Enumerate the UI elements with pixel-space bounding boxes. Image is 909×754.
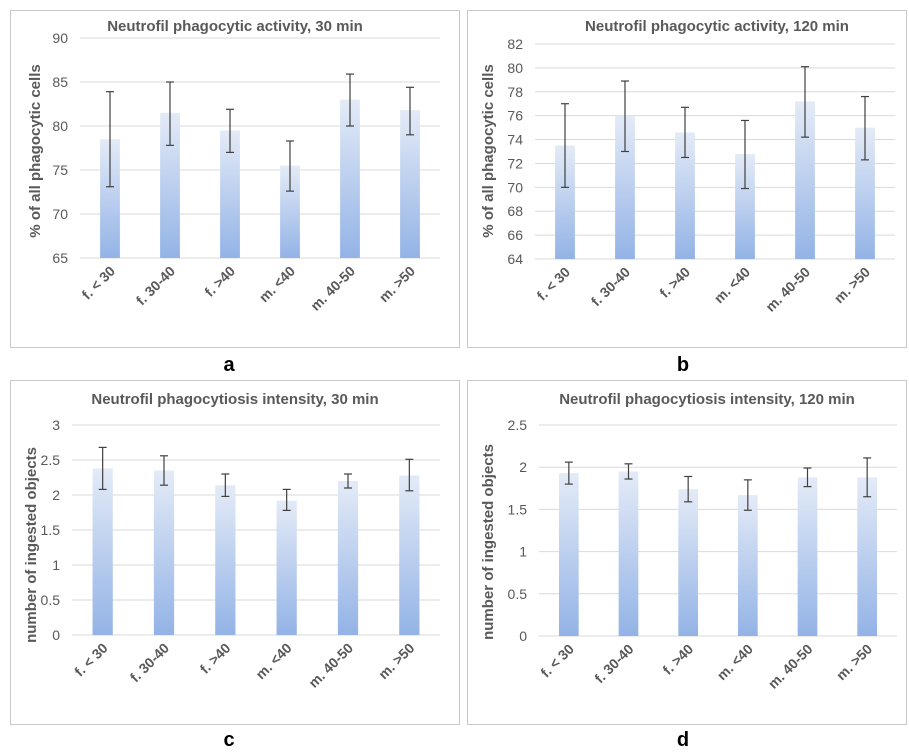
chart-b-y-tick-label: 70 <box>507 179 523 195</box>
chart-b-y-tick-label: 80 <box>507 60 523 76</box>
chart-d-error-bar <box>684 475 693 503</box>
chart-a-error-bar <box>226 108 234 153</box>
chart-d-bar <box>797 477 818 636</box>
chart-b-y-tick-label: 64 <box>507 251 523 267</box>
chart-b-bar <box>795 101 815 259</box>
chart-b-bar <box>675 132 695 259</box>
chart-b-y-tick-label: 82 <box>507 36 523 52</box>
chart-c-error-bar <box>221 473 230 498</box>
chart-a-svg: Neutrofil phagocytic activity, 30 min % … <box>10 10 460 348</box>
panel-letter-d: d <box>676 729 690 751</box>
chart-b-bar <box>615 115 635 260</box>
chart-b-error-bar <box>561 103 569 188</box>
chart-c-bar <box>153 470 175 635</box>
chart-b-y-tick-label: 68 <box>507 203 523 219</box>
chart-a-bar <box>160 112 180 258</box>
chart-d-error-bar <box>803 467 812 488</box>
chart-panel-d: Neutrofil phagocytiosis intensity, 120 m… <box>467 380 907 725</box>
chart-c-bar <box>399 475 420 635</box>
chart-panel-c: Neutrofil phagocytiosis intensity, 30 mi… <box>10 380 460 725</box>
chart-b-y-tick-label: 78 <box>507 84 523 100</box>
chart-a-bar <box>100 139 120 258</box>
chart-panel-a: Neutrofil phagocytic activity, 30 min % … <box>10 10 460 348</box>
chart-d-y-tick-label: 2 <box>519 459 527 475</box>
chart-b-y-tick-label: 66 <box>507 227 523 243</box>
chart-d-y-tick-label: 0.5 <box>508 586 528 602</box>
chart-c-bar <box>215 485 236 635</box>
chart-a-error-bar <box>106 91 114 188</box>
chart-d-y-tick-label: 1.5 <box>508 501 528 517</box>
chart-c-y-tick-label: 0 <box>52 627 60 643</box>
chart-c-title: Neutrofil phagocytiosis intensity, 30 mi… <box>91 391 378 408</box>
panel-letter-a: a <box>223 354 235 376</box>
chart-b-bar <box>555 145 575 259</box>
chart-c-bar <box>276 500 297 635</box>
chart-b-y-tick-label: 72 <box>507 155 523 171</box>
chart-d-bar <box>737 495 758 636</box>
chart-c-error-bar <box>405 458 414 492</box>
chart-d-bar <box>618 471 639 636</box>
chart-b-error-bar <box>741 119 749 190</box>
chart-c-error-bar <box>344 473 352 489</box>
chart-c-bar <box>92 468 113 635</box>
chart-d-bar <box>678 489 699 636</box>
chart-c-y-tick-label: 2 <box>52 487 60 503</box>
chart-d-y-tick-label: 0 <box>519 628 527 644</box>
chart-c-error-bar <box>98 446 107 491</box>
chart-a-y-tick-label: 85 <box>52 74 68 90</box>
chart-panel-b: Neutrofil phagocytic activity, 120 min %… <box>467 10 907 348</box>
chart-c-y-tick-label: 2.5 <box>41 452 61 468</box>
chart-a-bar <box>400 110 420 258</box>
chart-d-error-bar <box>624 463 633 480</box>
chart-a-y-tick-label: 75 <box>52 162 68 178</box>
chart-d-y-axis-label: number of ingested objects <box>480 444 497 640</box>
chart-c-error-bar <box>282 488 291 511</box>
chart-d-y-tick-label: 1 <box>519 544 527 560</box>
chart-a-title: Neutrofil phagocytic activity, 30 min <box>107 18 363 35</box>
chart-c-svg: Neutrofil phagocytiosis intensity, 30 mi… <box>10 380 460 725</box>
chart-c-y-tick-label: 0.5 <box>41 592 61 608</box>
chart-b-y-tick-label: 74 <box>507 132 523 148</box>
chart-b-bar <box>735 153 755 259</box>
chart-c-y-axis-label: number of ingested objects <box>23 447 40 643</box>
panel-letter-b: b <box>676 354 690 376</box>
chart-c-y-tick-label: 1 <box>52 557 60 573</box>
chart-d-title: Neutrofil phagocytiosis intensity, 120 m… <box>559 391 855 408</box>
chart-c-y-tick-label: 1.5 <box>41 522 61 538</box>
chart-c-bar <box>337 481 359 635</box>
chart-d-bar <box>558 473 579 636</box>
chart-d-y-tick-label: 2.5 <box>508 417 528 433</box>
chart-a-error-bar <box>286 140 294 192</box>
chart-a-bar <box>340 99 360 258</box>
chart-d-error-bar <box>564 461 573 485</box>
chart-b-svg: Neutrofil phagocytic activity, 120 min %… <box>467 10 907 348</box>
chart-a-bar <box>220 130 240 258</box>
chart-b-y-axis-label: % of all phagocytic cells <box>480 64 497 237</box>
chart-c-y-tick-label: 3 <box>52 417 60 433</box>
chart-a-error-bar <box>346 73 354 127</box>
chart-a-y-tick-label: 65 <box>52 250 68 266</box>
chart-b-error-bar <box>681 106 689 159</box>
chart-d-bar <box>857 477 878 636</box>
chart-a-error-bar <box>406 86 414 136</box>
chart-d-error-bar <box>743 479 752 511</box>
chart-b-error-bar <box>801 66 809 138</box>
chart-b-bar <box>855 127 875 259</box>
chart-b-error-bar <box>861 95 869 161</box>
chart-a-bar <box>280 165 300 258</box>
chart-a-error-bar <box>166 81 174 146</box>
chart-b-title: Neutrofil phagocytic activity, 120 min <box>585 18 849 35</box>
panel-letter-c: c <box>223 729 235 751</box>
chart-d-error-bar <box>863 457 872 498</box>
chart-a-y-axis-label: % of all phagocytic cells <box>27 64 44 237</box>
chart-a-y-tick-label: 90 <box>52 30 68 46</box>
chart-a-y-tick-label: 80 <box>52 118 68 134</box>
chart-b-error-bar <box>621 80 629 153</box>
chart-d-svg: Neutrofil phagocytiosis intensity, 120 m… <box>467 380 907 725</box>
chart-c-error-bar <box>160 455 168 486</box>
chart-b-y-tick-label: 76 <box>507 108 523 124</box>
chart-a-y-tick-label: 70 <box>52 206 68 222</box>
